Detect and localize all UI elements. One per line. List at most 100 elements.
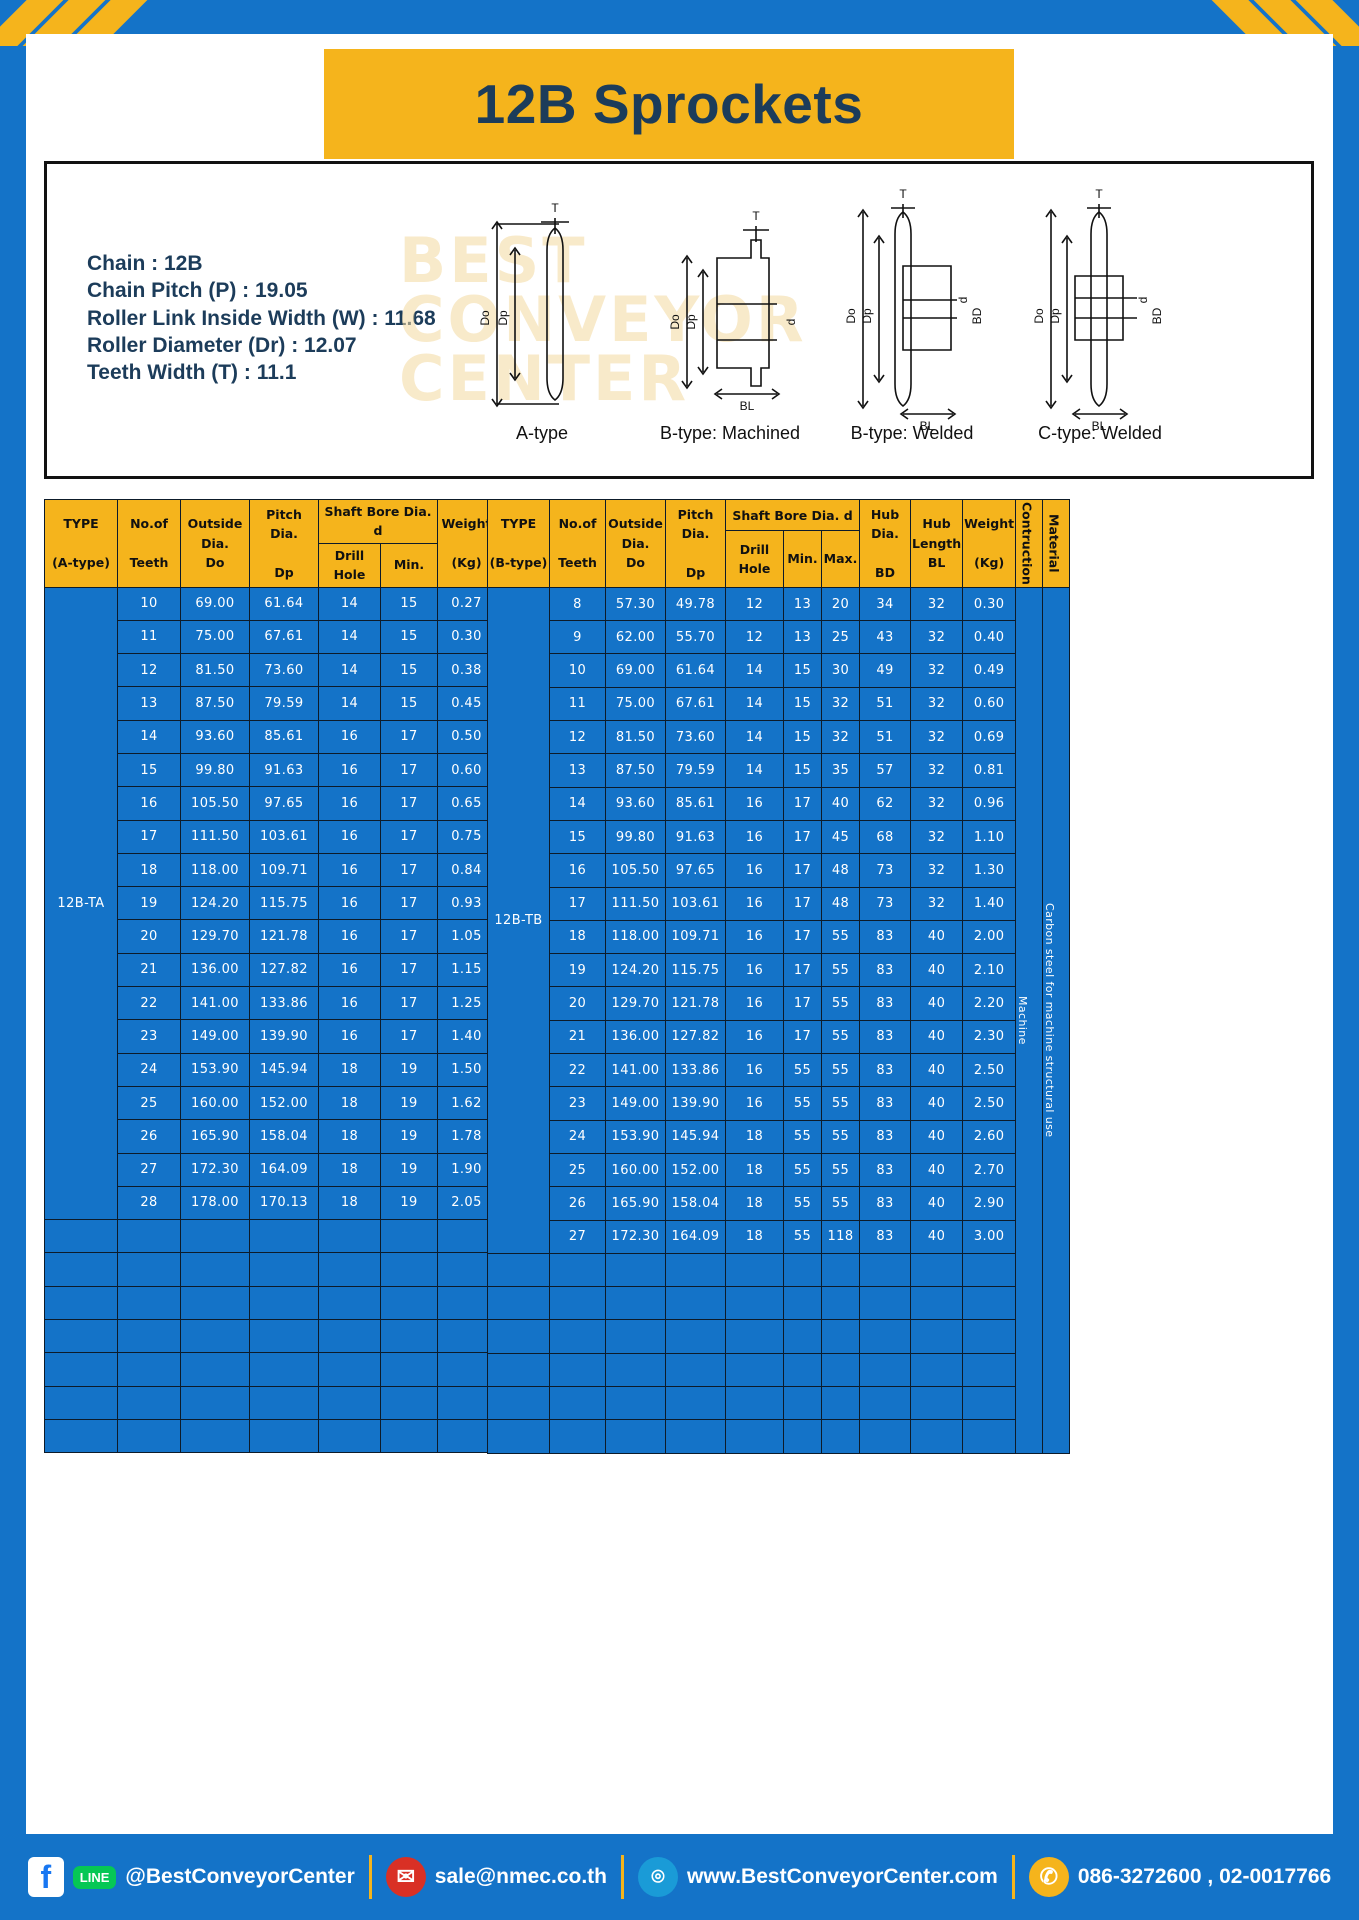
cell: 87.50 [180,686,250,721]
phone-icon: ✆ [1028,1857,1069,1897]
spec-line-roller-width: Roller Link Inside Width (W) : 11.68 [87,306,436,330]
cell: 61.64 [665,653,726,688]
svg-text:BL: BL [740,399,755,413]
cell: 55 [783,1186,822,1221]
footer-website[interactable]: ⌾ www.BestConveyorCenter.com [624,1857,1012,1897]
cell-empty: . [783,1385,822,1421]
cell: 25 [821,620,860,655]
cell: 16 [318,719,381,754]
footer-facebook[interactable]: f LINE @BestConveyorCenter [14,1857,369,1897]
cell-empty: . [44,1219,118,1254]
footer-divider-3 [1011,1855,1015,1899]
cell: 16 [725,819,784,855]
table-row-empty: ....... [44,1252,496,1287]
cell-empty: . [180,1319,250,1354]
cell: 27 [117,1152,181,1187]
table-row-empty: .......... [487,1286,1070,1321]
svg-text:Dp: Dp [1048,308,1062,324]
cell: 15 [783,653,822,688]
cell: 14 [725,753,784,788]
th-b-drill-hole: Drill Hole [725,530,784,588]
cell: 124.20 [605,953,666,988]
cell-empty: . [909,1286,964,1321]
cell-empty: . [909,1419,964,1454]
cell: 103.61 [665,886,726,921]
cell: 158.04 [665,1186,726,1221]
cell: 17 [380,919,438,954]
cell: 16 [725,853,784,888]
cell-empty: . [487,1419,550,1454]
cell: 1.30 [962,853,1017,888]
cell-empty: . [44,1418,118,1454]
table-row-empty: ....... [44,1285,496,1321]
cell: 25 [549,1152,606,1188]
cell: 99.80 [605,819,666,855]
cell: 83 [859,953,911,988]
cell: 34 [859,586,911,622]
cell: 23 [549,1086,606,1121]
cell: 32 [909,720,964,755]
cell-empty: . [909,1385,964,1421]
cell: 15 [549,819,606,855]
cell-empty: . [380,1252,438,1287]
cell: 127.82 [665,1019,726,1055]
cell: 118.00 [605,919,666,955]
table-row: 11 75.00 67.61 14 15 32 51 32 0.60 [488,686,1070,722]
cell: 160.00 [605,1152,666,1188]
table-row-empty: ....... [44,1385,496,1420]
cell: 55 [783,1119,822,1154]
cell: 17 [380,719,438,754]
cell: 18 [318,1152,381,1187]
th-b-max: Max. [821,530,860,588]
cell-empty: . [962,1352,1017,1387]
cell: 40 [909,1019,964,1055]
table-row: 15 99.80 91.63 16 17 0.60 [45,752,496,788]
spec-line-teeth-width: Teeth Width (T) : 11.1 [87,361,297,385]
footer-website-label: www.BestConveyorCenter.com [687,1865,998,1888]
cell: 24 [549,1119,606,1154]
cell: 81.50 [605,720,666,755]
table-b-body: 12B-TB 8 57.30 49.78 12 13 20 34 32 0.30 Machine Ca… [487,586,1071,1454]
cell: 16 [318,886,381,921]
drawing-a-type: T Do Dp A-type [437,188,647,448]
cell-empty: . [318,1352,381,1387]
cell: 118 [821,1219,860,1254]
cell: 0.65 [437,786,496,821]
table-row-empty: ....... [44,1352,496,1387]
cell: 73 [859,886,911,921]
cell: 12 [549,720,606,755]
th-b-hub-dia: Hub Dia. BD [859,499,911,588]
cell: 178.00 [180,1185,250,1221]
cell: 20 [117,919,181,954]
cell: 2.70 [962,1152,1017,1188]
cell: 18 [117,852,181,888]
svg-text:d: d [784,319,798,326]
cell: 17 [783,1019,822,1055]
cell-empty: . [249,1252,319,1287]
cell-empty: . [437,1285,496,1321]
footer-contact-bar: f LINE @BestConveyorCenter ✉ sale@nmec.c… [0,1834,1359,1920]
cell-empty: . [859,1319,911,1354]
cell: 160.00 [180,1085,250,1121]
cell: 1.15 [437,952,496,988]
footer-phone[interactable]: ✆ 086-3272600 , 02-0017766 [1015,1857,1345,1897]
cell-empty: . [117,1352,181,1387]
footer-email[interactable]: ✉ sale@nmec.co.th [372,1857,621,1897]
cell: 55 [783,1086,822,1121]
cell: 129.70 [605,986,666,1021]
table-row-empty: ....... [44,1319,496,1354]
cell-empty: . [909,1252,964,1288]
cell-empty: . [783,1319,822,1354]
cell: 22 [117,986,181,1021]
cell: 32 [909,819,964,855]
cell-empty: . [44,1252,118,1287]
cell-empty: . [783,1252,822,1288]
cell: 28 [117,1185,181,1221]
cell: 79.59 [665,753,726,788]
cell: 2.00 [962,919,1017,955]
th-b-material: Material [1042,499,1071,588]
table-row: 12 81.50 73.60 14 15 32 51 32 0.69 [488,720,1070,755]
cell-empty: . [725,1352,784,1387]
cell: 15 [380,653,438,688]
cell: 136.00 [180,952,250,988]
